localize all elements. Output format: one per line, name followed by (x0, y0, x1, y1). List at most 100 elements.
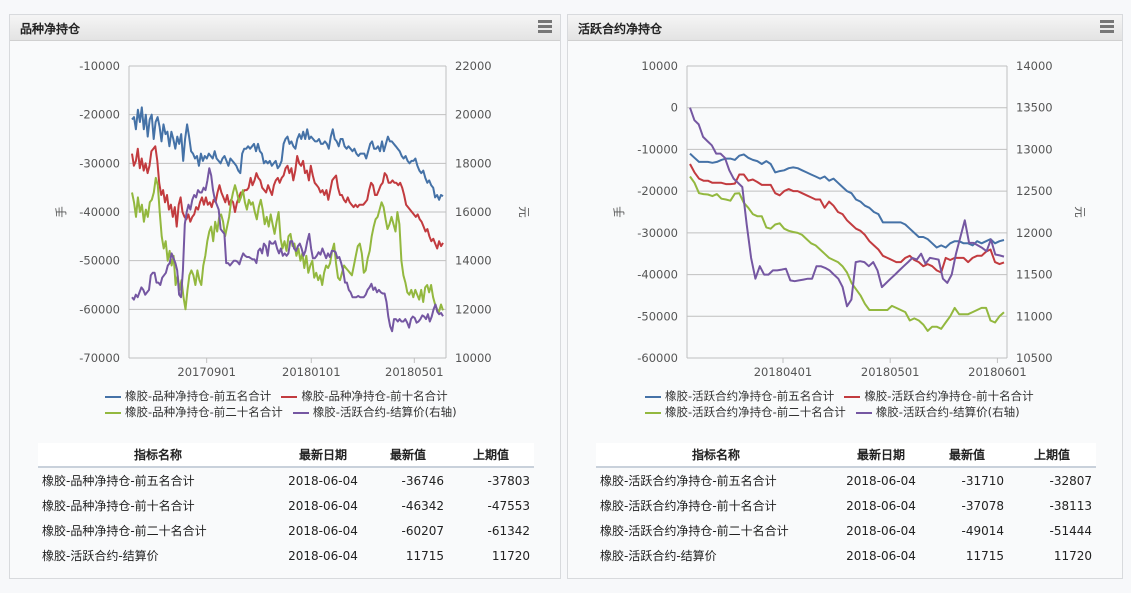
y2-tick-label: 11500 (1016, 268, 1053, 282)
table-row: 橡胶-活跃合约净持仓-前二十名合计 2018-06-04 -49014 -514… (596, 518, 1096, 543)
legend-label: 橡胶-品种净持仓-前十名合计 (301, 389, 448, 403)
legend-item[interactable]: 橡胶-品种净持仓-前十名合计 (281, 388, 448, 404)
y-axis-title: 手 (612, 206, 626, 218)
y2-tick-label: 10500 (1016, 351, 1053, 365)
y2-tick-label: 22000 (455, 59, 492, 73)
y-tick-label: 10000 (641, 59, 678, 73)
series-line[interactable] (131, 176, 444, 313)
indicator-name: 橡胶-活跃合约-结算价 (600, 549, 717, 563)
latest-date: 2018-06-04 (846, 548, 916, 563)
previous-value: -61342 (487, 523, 530, 538)
latest-value: 11715 (405, 548, 444, 563)
legend-label: 橡胶-品种净持仓-前二十名合计 (125, 405, 283, 419)
legend-item[interactable]: 橡胶-活跃合约-结算价(右轴) (855, 404, 1020, 420)
y2-tick-label: 20000 (455, 108, 492, 122)
y-tick-label: -10000 (637, 142, 678, 156)
y-tick-label: -30000 (637, 226, 678, 240)
indicator-table: 指标名称 最新日期 最新值 上期值 橡胶-品种净持仓-前五名合计 2018-06… (38, 443, 534, 568)
table-row: 橡胶-活跃合约净持仓-前十名合计 2018-06-04 -37078 -3811… (596, 493, 1096, 518)
legend-swatch-icon (645, 395, 661, 398)
panel-header: 活跃合约净持仓 (568, 15, 1122, 41)
series-line[interactable] (131, 167, 444, 333)
hamburger-menu-icon[interactable] (538, 20, 552, 33)
legend-swatch-icon (292, 411, 309, 414)
legend-item[interactable]: 橡胶-品种净持仓-前二十名合计 (105, 404, 283, 420)
series-line[interactable] (689, 107, 1005, 308)
latest-value: -37078 (961, 498, 1004, 513)
latest-date: 2018-06-04 (288, 473, 358, 488)
x-tick-label: 20180401 (754, 365, 813, 379)
y2-tick-label: 14000 (1016, 59, 1053, 73)
chart-active-contract-net-position: 10000 0 -10000 -20000 -30000 -40000 -50000 -600… (612, 59, 1087, 379)
y-tick-label: -10000 (79, 59, 120, 73)
y-tick-label: -20000 (637, 184, 678, 198)
legend-item[interactable]: 橡胶-活跃合约-结算价(右轴) (292, 404, 457, 420)
previous-value: -32807 (1049, 473, 1092, 488)
legend-label: 橡胶-活跃合约-结算价(右轴) (312, 405, 457, 419)
y2-axis-title: 元 (1073, 206, 1087, 218)
latest-date: 2018-06-04 (846, 523, 916, 538)
y2-tick-label: 13000 (1016, 142, 1053, 156)
header-indicator-name: 指标名称 (596, 443, 836, 468)
y2-axis-title: 元 (517, 206, 531, 218)
latest-value: -46342 (401, 498, 444, 513)
legend-swatch-icon (645, 411, 661, 414)
previous-value: -37803 (487, 473, 530, 488)
y2-tick-label: 16000 (455, 205, 492, 219)
y-tick-label: -50000 (637, 309, 678, 323)
legend-swatch-icon (105, 411, 121, 414)
x-tick-label: 20180501 (385, 365, 444, 379)
y-tick-label: -20000 (79, 108, 120, 122)
legend-label: 橡胶-活跃合约净持仓-前二十名合计 (665, 405, 846, 419)
legend-swatch-icon (281, 395, 298, 398)
y2-tick-label: 13500 (1016, 101, 1053, 115)
indicator-name: 橡胶-活跃合约净持仓-前二十名合计 (600, 524, 789, 538)
legend-label: 橡胶-活跃合约净持仓-前十名合计 (864, 389, 1034, 403)
table-row: 橡胶-品种净持仓-前五名合计 2018-06-04 -36746 -37803 (38, 467, 534, 493)
table-row: 橡胶-品种净持仓-前十名合计 2018-06-04 -46342 -47553 (38, 493, 534, 518)
indicator-name: 橡胶-品种净持仓-前十名合计 (42, 499, 195, 513)
legend-label: 橡胶-活跃合约净持仓-前五名合计 (665, 389, 835, 403)
table-header-row: 指标名称 最新日期 最新值 上期值 (596, 443, 1096, 468)
y-axis-title: 手 (54, 206, 68, 218)
hamburger-menu-icon[interactable] (1100, 20, 1114, 33)
latest-value: -31710 (961, 473, 1004, 488)
header-latest-value: 最新值 (926, 443, 1008, 468)
y2-tick-label: 12000 (1016, 226, 1053, 240)
latest-value: -36746 (401, 473, 444, 488)
latest-date: 2018-06-04 (846, 498, 916, 513)
x-tick-label: 20170901 (177, 365, 236, 379)
latest-date: 2018-06-04 (288, 523, 358, 538)
legend-item[interactable]: 橡胶-活跃合约净持仓-前五名合计 (645, 388, 834, 404)
series-line[interactable] (131, 145, 444, 250)
latest-date: 2018-06-04 (288, 548, 358, 563)
indicator-table: 指标名称 最新日期 最新值 上期值 橡胶-活跃合约净持仓-前五名合计 2018-… (596, 443, 1096, 568)
header-latest-value: 最新值 (368, 443, 448, 468)
previous-value: -38113 (1049, 498, 1092, 513)
header-latest-date: 最新日期 (278, 443, 368, 468)
series-line[interactable] (131, 106, 444, 201)
header-indicator-name: 指标名称 (38, 443, 278, 468)
series-line[interactable] (689, 175, 1005, 332)
legend-item[interactable]: 橡胶-品种净持仓-前五名合计 (105, 388, 271, 404)
panel-title: 活跃合约净持仓 (578, 22, 663, 36)
indicator-name: 橡胶-活跃合约-结算价 (42, 549, 159, 563)
previous-value: 11720 (491, 548, 530, 563)
y-tick-label: -70000 (79, 351, 120, 365)
y-tick-label: -50000 (79, 254, 120, 268)
series-line[interactable] (689, 163, 1005, 274)
panel-header: 品种净持仓 (10, 15, 560, 41)
series-line[interactable] (689, 152, 1005, 249)
chart-legend: 橡胶-品种净持仓-前五名合计 橡胶-品种净持仓-前十名合计橡胶-品种净持仓-前二十… (105, 388, 525, 420)
y-tick-label: -60000 (79, 302, 120, 316)
legend-label: 橡胶-活跃合约-结算价(右轴) (875, 405, 1020, 419)
legend-item[interactable]: 橡胶-活跃合约净持仓-前十名合计 (844, 388, 1034, 404)
y2-tick-label: 18000 (455, 156, 492, 170)
y2-tick-label: 12000 (455, 302, 492, 316)
indicator-name: 橡胶-品种净持仓-前二十名合计 (42, 524, 207, 538)
legend-swatch-icon (855, 411, 872, 414)
table-row: 橡胶-品种净持仓-前二十名合计 2018-06-04 -60207 -61342 (38, 518, 534, 543)
y-tick-label: -30000 (79, 156, 120, 170)
legend-item[interactable]: 橡胶-活跃合约净持仓-前二十名合计 (645, 404, 846, 420)
x-tick-label: 20180501 (861, 365, 920, 379)
